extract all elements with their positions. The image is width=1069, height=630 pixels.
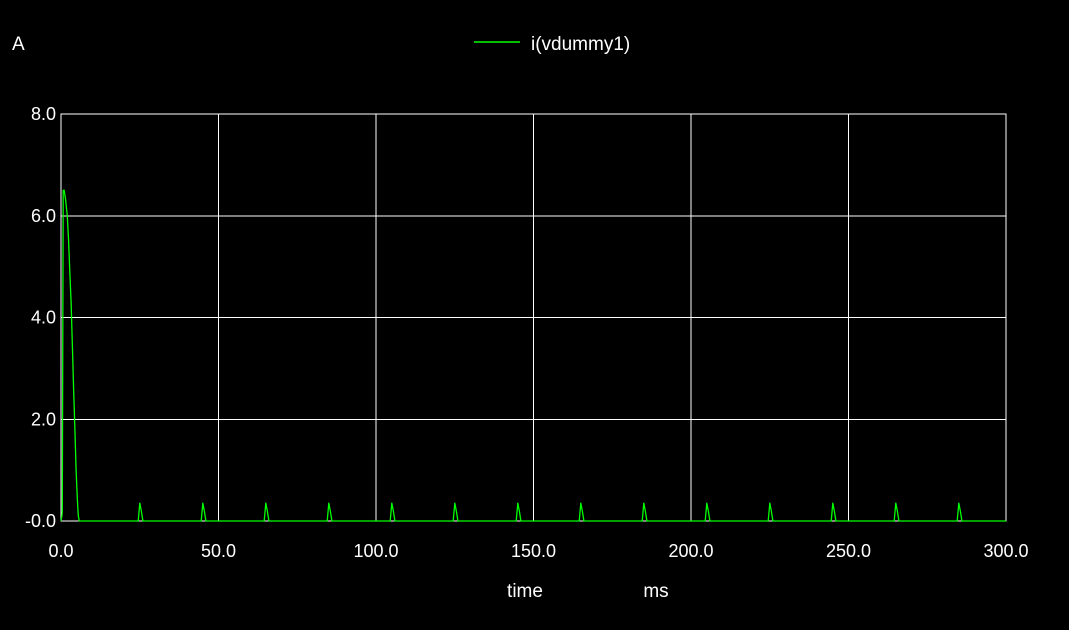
grid (60, 113, 1007, 522)
x-axis-unit-label: ms (643, 581, 668, 602)
y-tick-label: 2.0 (31, 409, 56, 429)
x-tick-label: 200.0 (668, 541, 713, 561)
y-tick-label: 6.0 (31, 206, 56, 226)
series-layer (60, 189, 1006, 522)
y-tick-label: -0.0 (25, 511, 56, 531)
legend-label: i(vdummy1) (531, 34, 630, 55)
x-tick-label: 300.0 (983, 541, 1028, 561)
y-tick-label: 8.0 (31, 104, 56, 124)
x-tick-label: 0.0 (48, 541, 73, 561)
series-line (60, 189, 1006, 522)
y-axis-unit-label: A (12, 34, 25, 55)
y-tick-label: 4.0 (31, 308, 56, 328)
legend[interactable]: i(vdummy1) (474, 34, 630, 55)
x-tick-label: 50.0 (201, 541, 236, 561)
x-tick-label: 150.0 (511, 541, 556, 561)
x-tick-label: 100.0 (353, 541, 398, 561)
tick-labels: 0.0 50.0 100.0 150.0 200.0 250.0 300.0 -0.0 2.0 4… (25, 104, 1029, 561)
x-tick-label: 250.0 (826, 541, 871, 561)
x-axis-label: time (507, 581, 543, 602)
